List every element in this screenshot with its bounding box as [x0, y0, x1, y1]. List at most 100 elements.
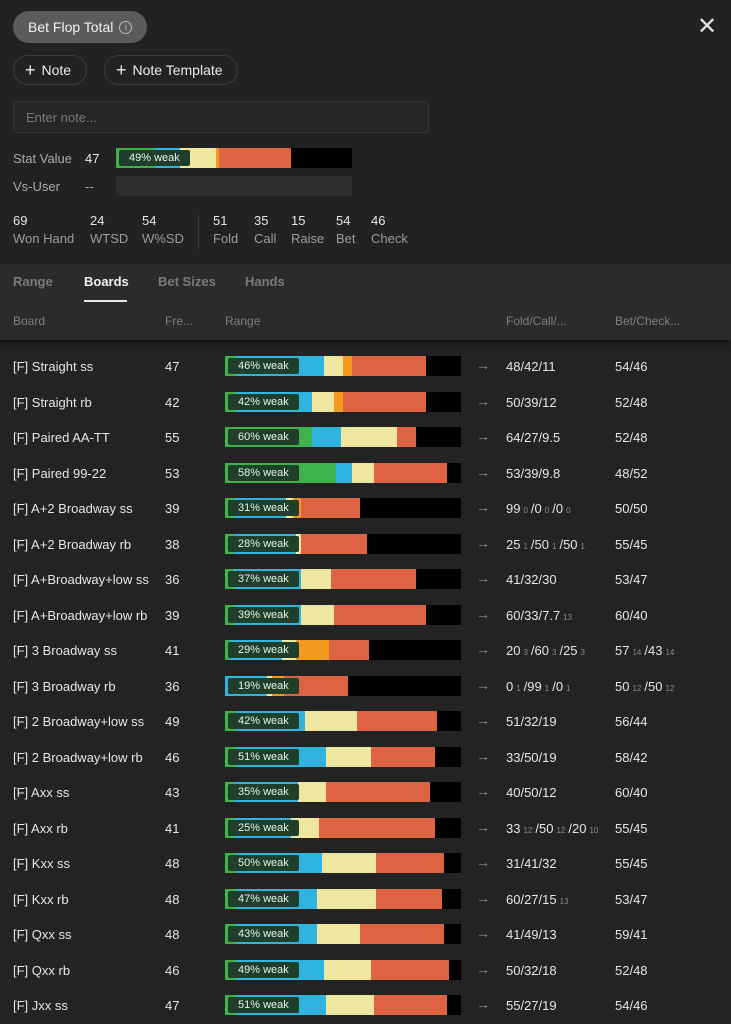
bet-check-part: /42 — [629, 749, 648, 765]
table-row[interactable]: [F] 2 Broadway+low rb 46 51% weak → 33/50/19… — [0, 741, 731, 777]
fold-call-raise-part: 53 — [506, 465, 521, 481]
table-row[interactable]: [F] Kxx ss 48 50% weak → 31/41/32 55/45 — [0, 847, 731, 883]
bet-check: 59/41 — [615, 927, 648, 942]
bet-check-part: /48 — [629, 962, 648, 978]
info-icon[interactable]: i — [119, 20, 133, 34]
tab-bar: Range Boards Bet Sizes Hands Board Fre..… — [0, 264, 731, 340]
table-row[interactable]: [F] Jxx ss 47 51% weak → 55/27/19 54/46 — [0, 989, 731, 1024]
fold-call-raise: 41/32/30 — [506, 572, 557, 587]
bar-segment-black — [430, 782, 461, 802]
board-freq: 47 — [165, 998, 180, 1013]
bet-check: 55/45 — [615, 856, 648, 871]
board-freq: 46 — [165, 749, 180, 765]
add-note-button[interactable]: + Note — [13, 55, 87, 85]
range-bar: 60% weak — [225, 427, 461, 447]
bar-segment-red — [283, 675, 348, 696]
column-header-freq[interactable]: Fre... — [165, 314, 194, 328]
bar-segment-red — [359, 924, 445, 944]
table-row[interactable]: [F] A+2 Broadway rb 38 28% weak → 25 1/50 1/50… — [0, 528, 731, 564]
weak-chip: 29% weak — [228, 642, 299, 658]
table-row[interactable]: [F] 2 Broadway+low ss 49 42% weak → 51/32/19… — [0, 705, 731, 741]
bet-check-part: /46 — [629, 359, 648, 374]
bar-segment-black — [347, 675, 461, 696]
weak-chip: 46% weak — [228, 358, 299, 374]
stat-wsd: 54 W%SD — [142, 213, 184, 246]
fold-call-raise-part: /39 — [520, 465, 539, 481]
table-row[interactable]: [F] A+2 Broadway ss 39 31% weak → 99 0/0 0/0 0 5… — [0, 492, 731, 528]
stat-title-pill[interactable]: Bet Flop Total i — [13, 11, 147, 43]
bet-check-part: 12 — [665, 683, 675, 693]
table-row[interactable]: [F] Qxx ss 48 43% weak → 41/49/13 59/41 — [0, 918, 731, 954]
tab-boards[interactable]: Boards — [84, 274, 129, 289]
tab-range[interactable]: Range — [13, 274, 53, 289]
range-bar: 51% weak — [225, 995, 461, 1015]
table-row[interactable]: [F] 3 Broadway ss 41 29% weak → 20 3/60 3/25 3 5… — [0, 634, 731, 670]
bet-check: 52/48 — [615, 963, 648, 978]
header-panel: Bet Flop Total i ✕ + Note + Note Templat… — [0, 0, 731, 264]
table-row[interactable]: [F] Qxx rb 46 49% weak → 50/32/18 52/48 — [0, 954, 731, 990]
board-freq: 43 — [165, 785, 180, 800]
table-row[interactable]: [F] Straight ss 47 46% weak → 48/42/11 54/46 — [0, 350, 731, 386]
fold-call-raise-part: 51 — [506, 714, 521, 729]
bet-check-part: /44 — [629, 714, 648, 729]
active-tab-indicator — [84, 300, 127, 302]
table-row[interactable]: [F] A+Broadway+low rb 39 39% weak → 60/33/7.… — [0, 599, 731, 635]
bet-check: 52/48 — [615, 430, 648, 445]
arrow-right-icon: → — [476, 960, 490, 977]
bet-check-part: 55 — [615, 820, 630, 836]
bar-segment-orange — [333, 391, 343, 412]
fold-call-raise-part: /18 — [538, 962, 557, 978]
bet-check-part: /41 — [629, 927, 648, 942]
fold-call-raise-part: /27 — [520, 998, 539, 1013]
bar-segment-yellow — [312, 391, 334, 412]
bar-segment-black — [437, 711, 461, 731]
column-header-range[interactable]: Range — [225, 314, 261, 328]
board-freq: 42 — [165, 394, 180, 410]
weak-chip: 60% weak — [228, 429, 299, 445]
weak-chip: 35% weak — [228, 784, 299, 800]
weak-chip: 58% weak — [228, 464, 299, 481]
tab-hands[interactable]: Hands — [245, 274, 285, 289]
stat-wtsd: 24 WTSD — [90, 213, 129, 246]
fold-call-raise-part: /42 — [520, 359, 539, 374]
bar-segment-blue — [335, 462, 353, 483]
column-header-bet-check[interactable]: Bet/Check... — [615, 314, 681, 328]
bar-segment-red — [319, 817, 435, 838]
column-header-fold-call[interactable]: Fold/Call/... — [506, 314, 567, 328]
bar-segment-black — [366, 533, 461, 554]
table-row[interactable]: [F] Straight rb 42 42% weak → 50/39/12 52/48 — [0, 386, 731, 422]
bet-check-part: /52 — [629, 465, 648, 481]
bet-check-part: 50 — [615, 678, 630, 694]
table-row[interactable]: [F] Kxx rb 48 47% weak → 60/27/15 13 53/47 — [0, 883, 731, 919]
fold-call-raise: 50/32/18 — [506, 963, 557, 978]
stat-value-weak-chip: 49% weak — [119, 150, 190, 166]
bar-segment-black — [435, 817, 461, 838]
bar-segment-yellow — [340, 427, 398, 447]
close-icon[interactable]: ✕ — [696, 13, 718, 40]
table-row[interactable]: [F] Axx rb 41 25% weak → 33 12/50 12/20 10 55/45 — [0, 812, 731, 848]
tab-bet-sizes[interactable]: Bet Sizes — [158, 274, 216, 289]
table-row[interactable]: [F] Axx ss 43 35% weak → 40/50/12 60/40 — [0, 776, 731, 812]
table-row[interactable]: [F] A+Broadway+low ss 36 37% weak → 41/32/30… — [0, 563, 731, 599]
bar-segment-red — [331, 569, 417, 589]
arrow-right-icon: → — [476, 499, 490, 515]
bar-segment-red — [371, 746, 436, 767]
weak-chip: 31% weak — [228, 500, 299, 516]
range-bar: 37% weak — [225, 569, 461, 589]
note-input[interactable] — [13, 101, 429, 133]
column-header-board[interactable]: Board — [13, 314, 46, 328]
bet-check: 55/45 — [615, 821, 648, 836]
bet-check-part: /50 — [629, 501, 648, 516]
bar-segment-red — [397, 427, 417, 447]
table-row[interactable]: [F] Paired 99-22 53 58% weak → 53/39/9.8 48/5… — [0, 457, 731, 493]
bar-segment-yellow — [326, 995, 374, 1015]
add-note-template-button[interactable]: + Note Template — [104, 55, 238, 85]
fold-call-raise-part: /50 — [535, 820, 554, 836]
range-bar: 46% weak — [225, 356, 461, 376]
fold-call-raise-part: 1 — [580, 541, 585, 551]
board-freq: 48 — [165, 927, 180, 942]
fold-call-raise: 33 12/50 12/20 10 — [506, 821, 601, 836]
bet-check-part: /40 — [629, 785, 648, 800]
table-row[interactable]: [F] 3 Broadway rb 36 19% weak → 0 1/99 1/0 1 50 1… — [0, 670, 731, 706]
table-row[interactable]: [F] Paired AA-TT 55 60% weak → 64/27/9.5 52/4… — [0, 421, 731, 457]
